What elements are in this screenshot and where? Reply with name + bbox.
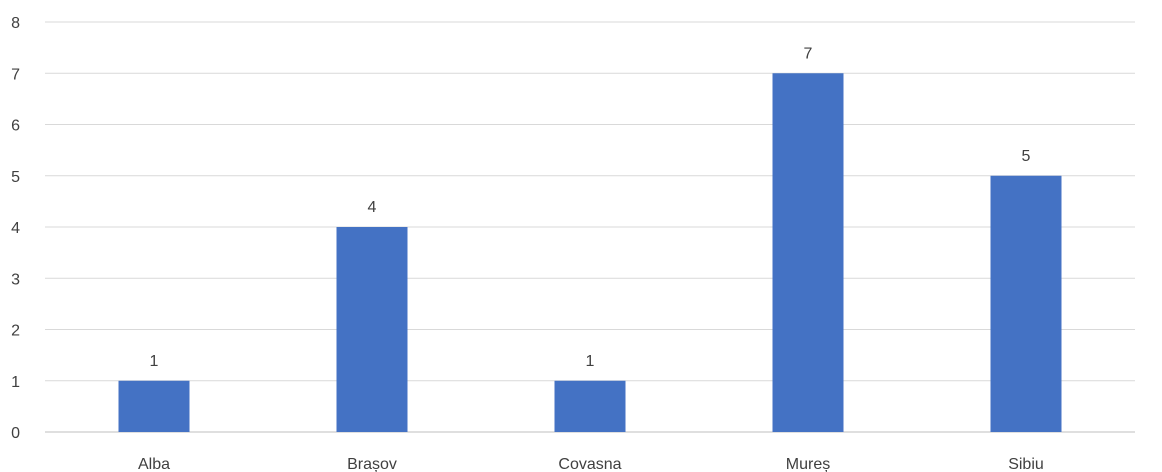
data-label: 1 <box>150 353 159 370</box>
bar-covasna <box>554 380 626 432</box>
y-tick-label: 2 <box>11 323 20 340</box>
bar-alba <box>118 380 190 432</box>
category-label: Sibiu <box>1008 456 1044 472</box>
y-tick-label: 0 <box>11 425 20 442</box>
data-labels: 1 4 1 7 5 <box>150 45 1031 370</box>
y-tick-label: 1 <box>11 374 20 391</box>
data-label: 4 <box>368 199 377 216</box>
bar-brașov <box>336 227 408 432</box>
category-label: Brașov <box>347 456 397 472</box>
bar-sibiu <box>990 175 1062 432</box>
y-axis-ticks: 0 1 2 3 4 5 6 7 8 <box>11 15 20 442</box>
x-axis-categories: Alba Brașov Covasna Mureș Sibiu <box>138 456 1044 472</box>
bar-mureș <box>772 73 844 432</box>
category-label: Alba <box>138 456 170 472</box>
bars <box>118 73 1062 432</box>
data-label: 5 <box>1022 148 1031 165</box>
y-tick-label: 6 <box>11 118 20 135</box>
y-tick-label: 3 <box>11 271 20 288</box>
category-label: Covasna <box>558 456 621 472</box>
gridlines <box>45 21 1135 433</box>
category-label: Mureș <box>786 456 830 472</box>
data-label: 1 <box>586 353 595 370</box>
y-tick-label: 8 <box>11 15 20 32</box>
y-tick-label: 7 <box>11 66 20 83</box>
data-label: 7 <box>804 45 813 62</box>
y-tick-label: 4 <box>11 220 20 237</box>
y-tick-label: 5 <box>11 169 20 186</box>
